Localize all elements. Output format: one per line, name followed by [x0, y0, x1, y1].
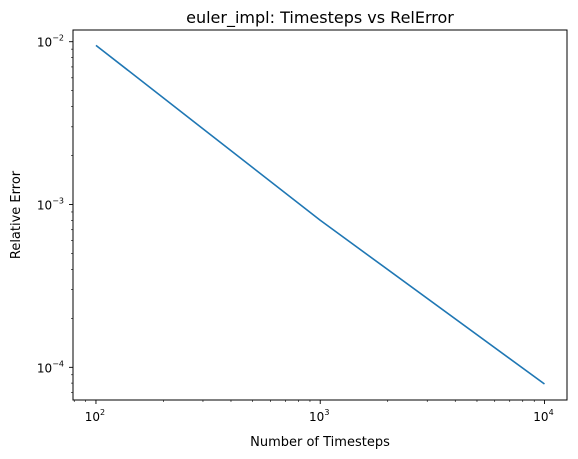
x-tick-label: 102 — [85, 408, 105, 424]
plot-frame — [72, 29, 568, 401]
x-axis-label: Number of Timesteps — [250, 435, 390, 450]
y-tick-label: 10−4 — [37, 359, 64, 375]
x-tick-label: 104 — [533, 408, 553, 424]
y-tick-exponent: −4 — [52, 359, 64, 368]
y-tick-exponent: −2 — [52, 34, 64, 43]
chart-title: euler_impl: Timesteps vs RelError — [186, 8, 454, 28]
y-tick-base: 10 — [37, 199, 52, 213]
x-tick-exponent: 4 — [549, 408, 554, 417]
y-tick-base: 10 — [37, 36, 52, 50]
x-axis-ticks: 102 103 104 — [85, 400, 554, 424]
y-tick-exponent: −3 — [52, 197, 64, 206]
x-tick-exponent: 3 — [324, 408, 329, 417]
x-tick-label: 103 — [309, 408, 329, 424]
y-tick-base: 10 — [37, 361, 52, 375]
y-axis-label: Relative Error — [9, 170, 24, 259]
y-tick-label: 10−2 — [37, 34, 64, 50]
y-axis-ticks: 10−410−310−2 — [37, 34, 73, 375]
series-line — [95, 44, 545, 385]
x-tick-exponent: 2 — [100, 408, 105, 417]
y-tick-label: 10−3 — [37, 197, 64, 213]
